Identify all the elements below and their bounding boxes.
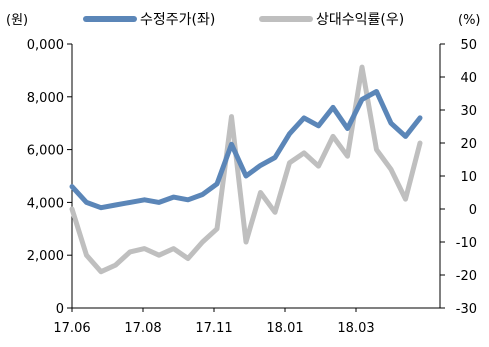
right-tick-label: 20 (460, 137, 477, 152)
left-tick-label: 0,000 (27, 38, 64, 53)
x-tick-label: 18.03 (337, 321, 374, 336)
x-tick-label: 17.06 (53, 321, 90, 336)
x-tick-label: 18.01 (266, 321, 303, 336)
x-tick-label: 17.11 (195, 321, 232, 336)
series-line-share-price (69, 89, 423, 211)
legend: 수정주가(좌) 상대수익률(우) (83, 12, 404, 28)
right-tick-label: 30 (460, 104, 477, 119)
left-tick-label: 0 (56, 302, 64, 317)
left-tick-label: 6,000 (27, 144, 64, 159)
right-tick-label: 50 (460, 38, 477, 53)
right-tick-label: 10 (460, 170, 477, 185)
left-tick-label: 8,000 (27, 91, 64, 106)
x-axis-ticks: 17.06 17.08 17.11 18.01 18.03 (53, 308, 375, 336)
left-tick-label: 4,000 (27, 196, 64, 211)
right-tick-label: -30 (456, 302, 477, 317)
left-axis-ticks: 0 2,000 4,000 6,000 8,000 0,000 (27, 38, 72, 317)
series-line-relative-return (69, 64, 423, 275)
left-unit-label: (원) (6, 13, 28, 28)
right-tick-label: 0 (469, 203, 477, 218)
right-axis-ticks: -30 -20 -10 0 10 20 30 40 50 (440, 38, 477, 317)
legend-label-relative-return: 상대수익률(우) (316, 12, 404, 28)
right-unit-label: (%) (458, 13, 481, 28)
right-tick-label: -10 (456, 236, 477, 251)
legend-label-share-price: 수정주가(좌) (140, 12, 215, 28)
right-tick-label: -20 (456, 269, 477, 284)
left-tick-label: 2,000 (27, 249, 64, 264)
right-tick-label: 40 (460, 71, 477, 86)
x-tick-label: 17.08 (124, 321, 161, 336)
